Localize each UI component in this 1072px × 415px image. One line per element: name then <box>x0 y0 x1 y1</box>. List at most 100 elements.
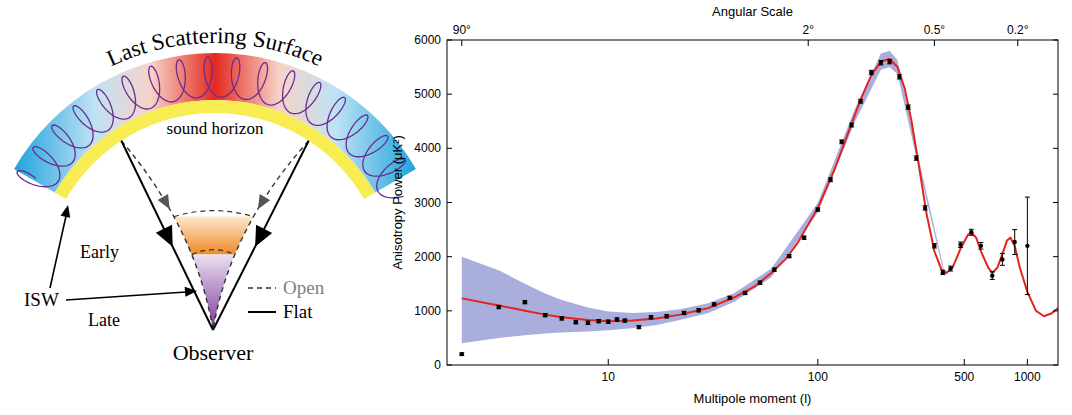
data-point <box>914 156 918 160</box>
error-bar <box>622 319 627 322</box>
y-tick-label: 4000 <box>414 141 441 155</box>
x-tick-label: 10 <box>602 370 616 384</box>
data-point <box>543 313 547 317</box>
data-point <box>586 321 590 325</box>
data-point <box>941 270 945 274</box>
data-point <box>969 230 973 234</box>
y-tick <box>1053 40 1058 41</box>
data-point <box>743 291 747 295</box>
data-point <box>664 314 668 318</box>
y-tick <box>1053 148 1058 149</box>
x-tick-label: 1000 <box>1014 370 1041 384</box>
data-point <box>1000 257 1004 261</box>
error-bar <box>923 206 928 210</box>
diagram: Last Scattering Surface sound horizon ISW E… <box>14 23 416 365</box>
error-bar <box>869 70 874 74</box>
data-point <box>787 254 791 258</box>
data-point <box>758 280 762 284</box>
y-tick <box>447 148 452 149</box>
data-point <box>948 266 952 270</box>
data-point <box>869 70 873 74</box>
x-tick-label: 100 <box>808 370 828 384</box>
open-arrow-head <box>158 194 170 209</box>
error-cap <box>958 247 963 248</box>
error-cap <box>1025 197 1030 198</box>
data-point <box>772 267 776 271</box>
error-bar <box>758 281 763 284</box>
data-point <box>849 123 853 127</box>
x2-tick-label: 2° <box>802 23 814 37</box>
data-point <box>728 296 732 300</box>
error-bar <box>1025 197 1030 295</box>
error-bar <box>914 156 919 160</box>
yellow-band <box>55 100 375 199</box>
data-point <box>858 99 862 103</box>
legend-label: Open <box>283 277 325 298</box>
y-tick <box>1053 365 1058 366</box>
data-point <box>897 75 901 79</box>
y-tick-label: 3000 <box>414 196 441 210</box>
legend-line <box>248 311 276 313</box>
data-point <box>828 178 832 182</box>
data-point <box>979 244 983 248</box>
x2-tick <box>461 40 462 46</box>
open-ray <box>121 141 213 330</box>
error-bar <box>496 305 501 308</box>
arc-label: Last Scattering Surface <box>103 23 327 71</box>
observer-label: Observer <box>173 340 254 365</box>
isw-late-label: Late <box>88 310 120 330</box>
error-cap <box>1000 253 1005 254</box>
flat-arrow-head <box>156 225 173 247</box>
error-bar <box>682 311 687 314</box>
x2-axis-title: Angular Scale <box>712 4 793 19</box>
y-tick-label: 2000 <box>414 250 441 264</box>
error-cap <box>1012 229 1017 230</box>
error-bar <box>787 255 792 258</box>
error-bar <box>596 320 601 323</box>
y-tick <box>1053 202 1058 203</box>
legend-label: Flat <box>283 301 313 322</box>
sound-horizon-patch <box>174 217 254 255</box>
data-point <box>523 300 527 304</box>
y-tick <box>447 365 452 366</box>
x-axis-title: Multipole moment (l) <box>694 391 812 406</box>
horizon-label: sound horizon <box>167 119 264 138</box>
error-bar <box>815 208 820 211</box>
data-point <box>879 61 883 65</box>
error-bar <box>897 75 902 79</box>
error-bar <box>969 229 974 235</box>
page: {"chart_data": {"type": "line", "x2label… <box>0 0 1072 415</box>
x2-tick <box>934 40 935 46</box>
x2-tick-label: 0.5° <box>924 23 946 37</box>
acoustic-coil <box>17 57 405 198</box>
error-bar <box>696 309 701 312</box>
observer-cone <box>192 255 235 330</box>
data-point <box>839 140 843 144</box>
x-tick <box>1027 359 1028 365</box>
data-point <box>649 315 653 319</box>
error-bar <box>878 61 883 65</box>
y-tick <box>447 94 452 95</box>
x2-tick <box>808 40 809 46</box>
error-bar <box>606 320 611 323</box>
y-tick-label: 0 <box>434 358 441 372</box>
y-tick <box>1053 94 1058 95</box>
error-bar <box>828 178 833 182</box>
data-point <box>615 317 619 321</box>
error-cap <box>969 235 974 236</box>
data-point <box>623 318 627 322</box>
data-point <box>574 320 578 324</box>
error-cap <box>990 271 995 272</box>
isw-early-label: Early <box>80 242 119 262</box>
y-tick-label: 5000 <box>414 87 441 101</box>
plot-area <box>459 51 1058 357</box>
error-bar <box>636 325 641 328</box>
x-tick <box>608 359 609 365</box>
error-bar <box>772 268 777 271</box>
x2-tick-label: 0.2° <box>1007 23 1029 37</box>
isw-label: ISW <box>24 289 59 310</box>
error-bar <box>990 272 995 280</box>
x2-tick-label: 90° <box>453 23 471 37</box>
y-tick <box>1053 310 1058 311</box>
data-point <box>606 319 610 323</box>
